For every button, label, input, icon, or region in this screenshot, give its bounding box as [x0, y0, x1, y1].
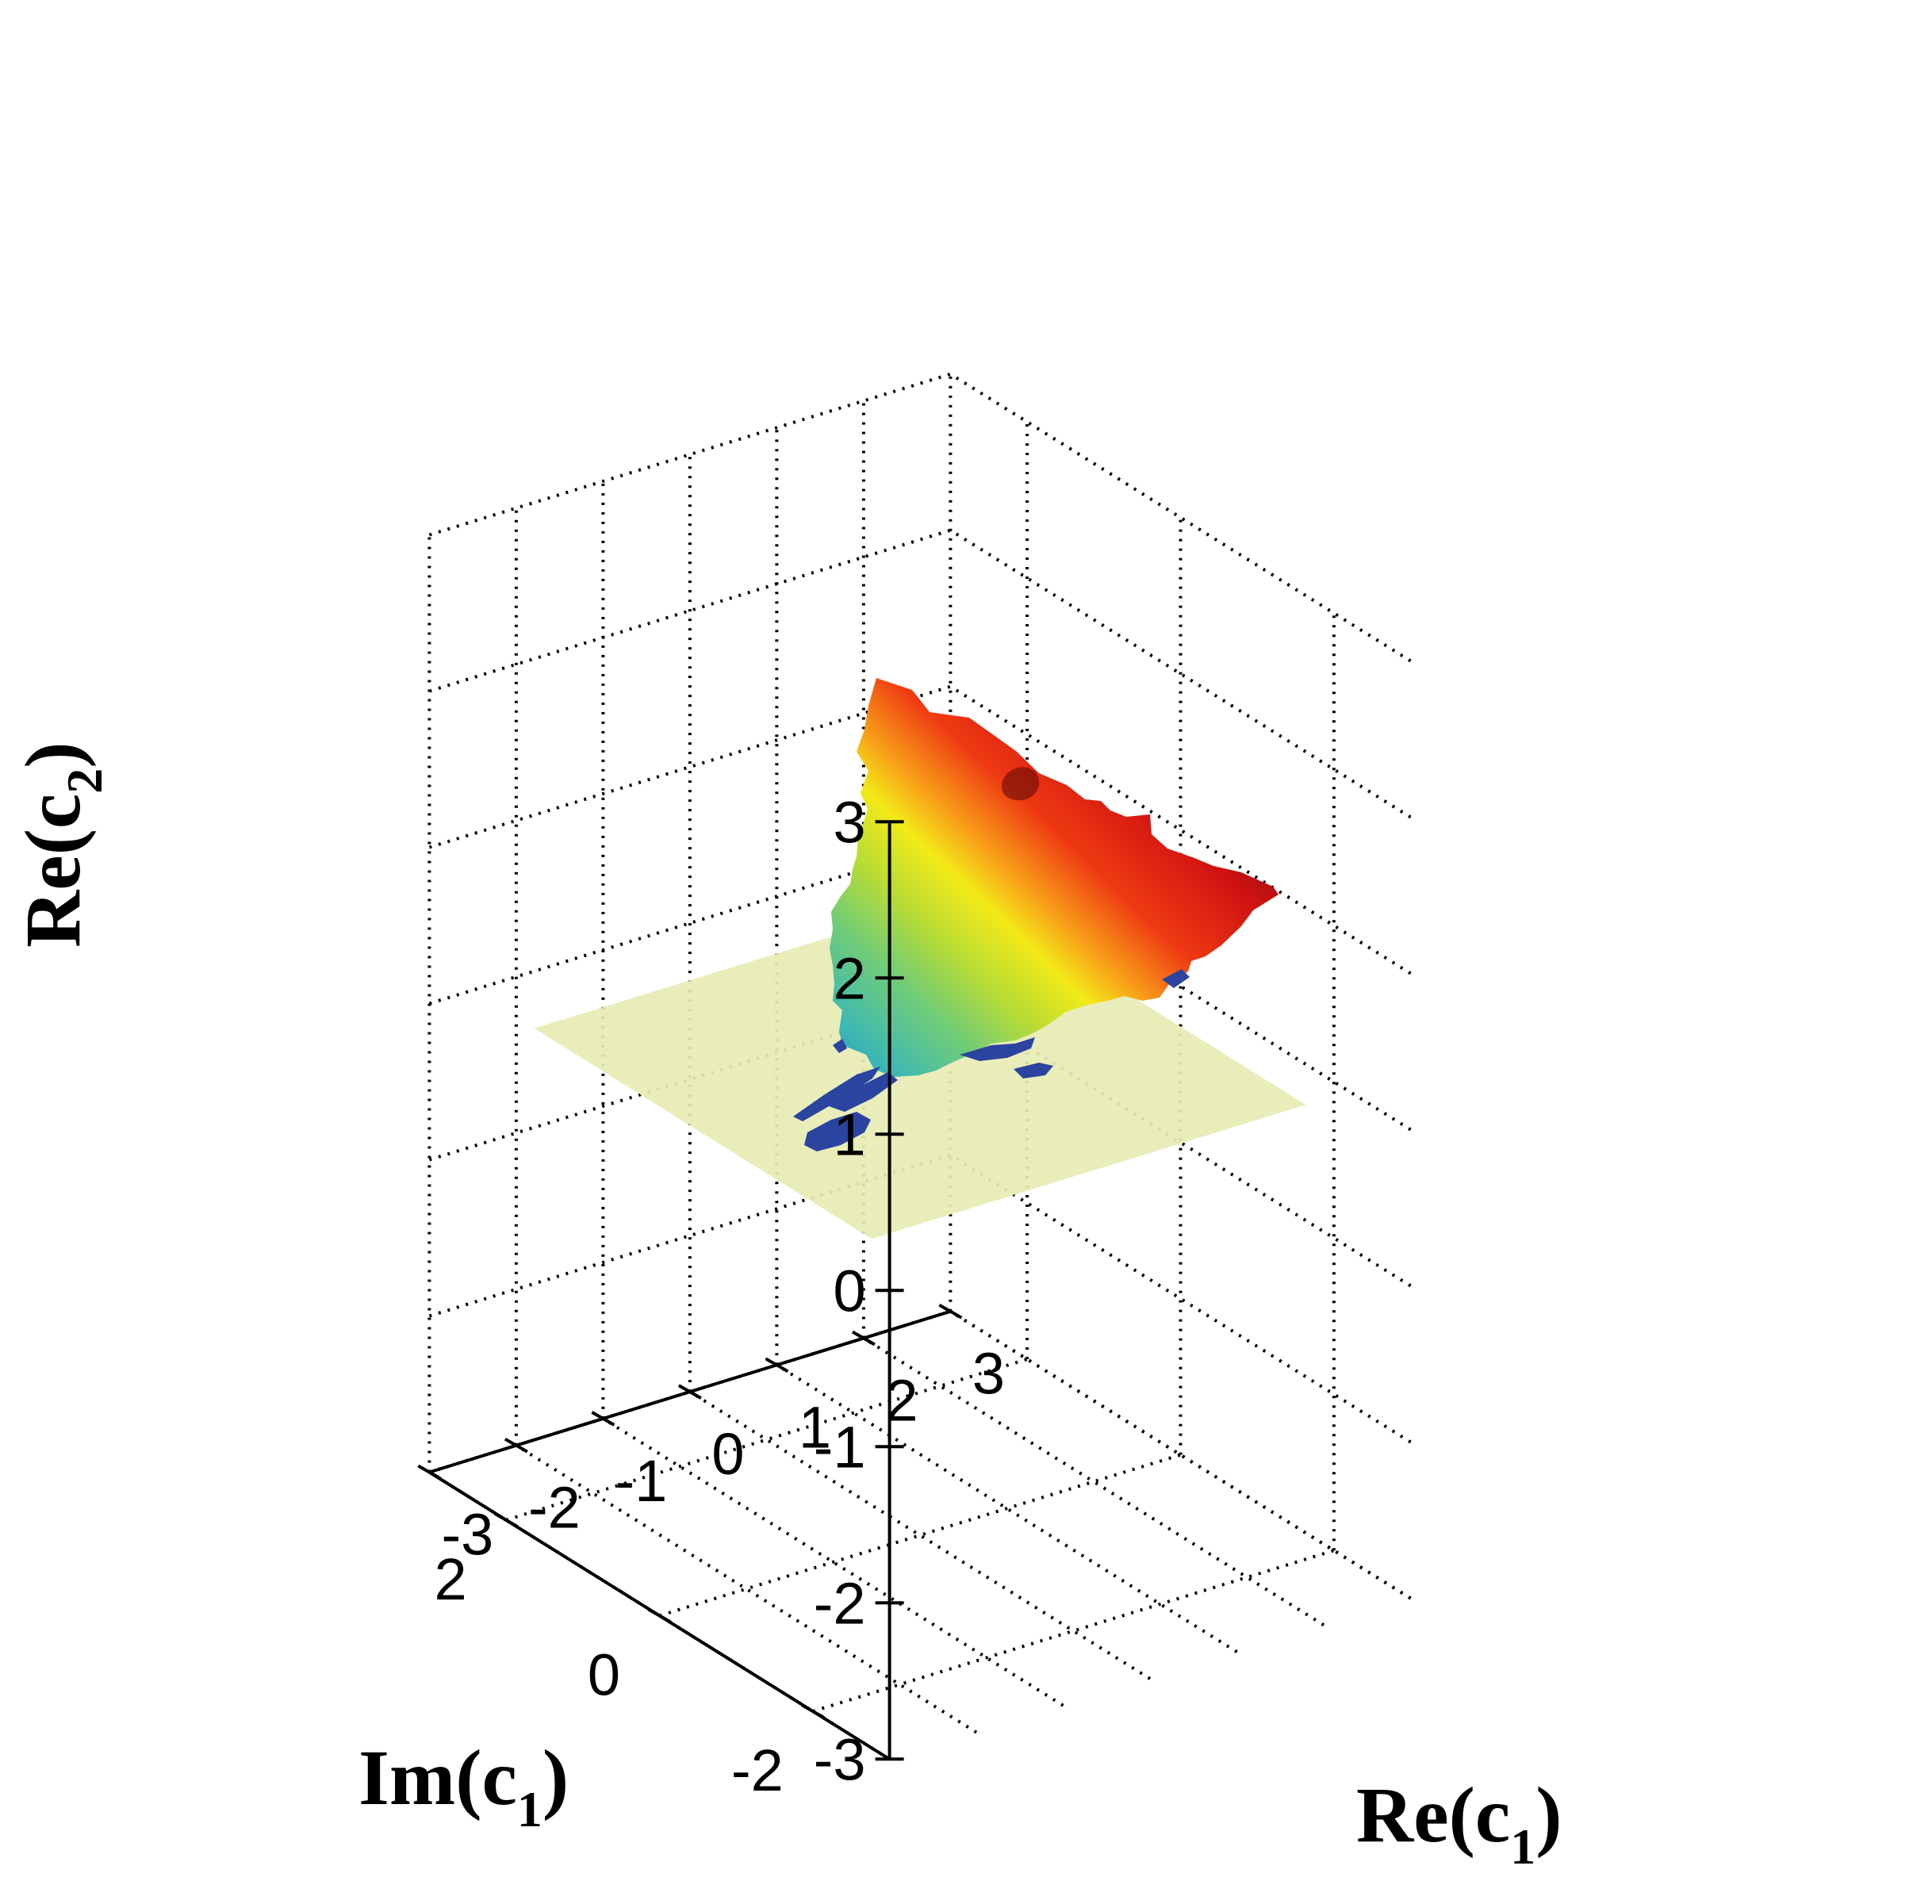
x-tick-mark [417, 1464, 442, 1481]
z-tick-label: 3 [833, 789, 865, 855]
surface-layer [793, 678, 1278, 1151]
surface-main [830, 678, 1278, 1077]
z-tick-label: 2 [833, 945, 865, 1011]
surface-fragment [793, 1067, 880, 1121]
z-tick-label: -3 [814, 1726, 866, 1792]
x-tick-mark [591, 1411, 615, 1427]
y-tick-mark [800, 1703, 825, 1719]
x-tick-mark [851, 1330, 876, 1347]
x-tick-mark [765, 1357, 789, 1373]
floor-grid-line [688, 1390, 1152, 1680]
z-tick-label: 1 [833, 1101, 865, 1167]
y-tick-mark [647, 1607, 672, 1624]
floor-grid-line [862, 1336, 1325, 1626]
x-tick-label: 1 [799, 1394, 831, 1460]
y-tick-label: 0 [588, 1642, 620, 1707]
x-tick-label: -1 [615, 1448, 667, 1514]
x-axis-label: Re(c1) [1356, 1771, 1562, 1875]
x-tick-mark [677, 1384, 702, 1400]
y-tick-label: -2 [731, 1737, 784, 1803]
x-tick-mark [938, 1303, 963, 1320]
y-axis-label: Im(c1) [358, 1734, 569, 1837]
surface-fragment [829, 1072, 898, 1112]
surface-fragment [833, 1039, 847, 1053]
x-tick-label: 3 [972, 1341, 1005, 1407]
surface-fragment [960, 1037, 1035, 1061]
z-tick-label: -2 [814, 1570, 866, 1636]
axis-labels: Re(c1) Im(c1) Re(c2) [9, 741, 1562, 1875]
x-tick-label: 2 [885, 1368, 918, 1434]
floor-grid-line [505, 1358, 1028, 1522]
x-tick-mark [504, 1437, 528, 1454]
side-wall-grid-line [949, 1154, 1412, 1444]
z-axis-label: Re(c2) [9, 741, 113, 948]
x-tick-label: -3 [441, 1502, 493, 1568]
surface-fragment [804, 1112, 871, 1151]
surface-fragment [1162, 969, 1190, 988]
back-wall-grid-line [428, 372, 951, 537]
z-tick-label: -1 [814, 1414, 866, 1480]
z-tick-label: 0 [833, 1258, 865, 1324]
side-wall-grid-line [949, 373, 1412, 663]
x-tick-label: -2 [528, 1475, 581, 1541]
y-tick-label: 2 [435, 1546, 467, 1612]
surface-peak [1001, 767, 1040, 801]
y-tick-mark [494, 1512, 519, 1528]
floor-grid-line [515, 1444, 978, 1734]
surface-fragment [1014, 1063, 1053, 1078]
x-tick-label: 0 [711, 1421, 744, 1487]
